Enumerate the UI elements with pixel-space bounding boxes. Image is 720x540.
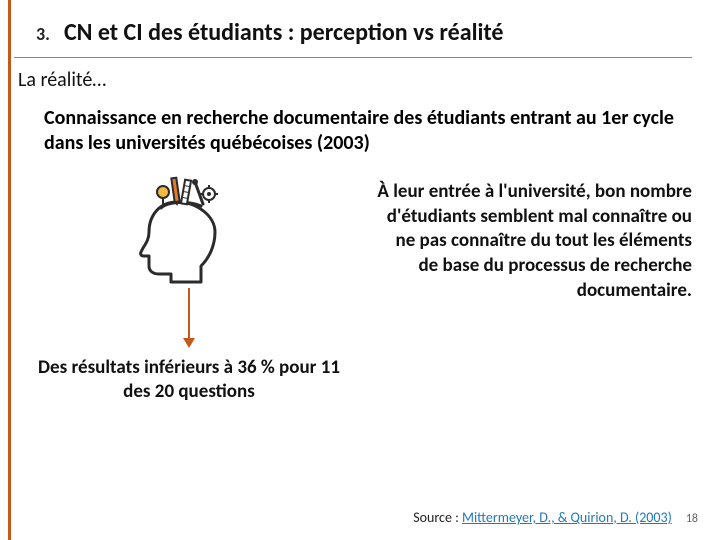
result-text: Des résultats inférieurs à 36 % pour 11 …	[24, 356, 354, 404]
title-row: 3. CN et CI des étudiants : perception v…	[14, 18, 692, 47]
footer: Source : Mittermeyer, D., & Quirion, D. …	[0, 509, 698, 526]
list-number: 3.	[36, 23, 50, 45]
source-link[interactable]: Mittermeyer, D., & Quirion, D. (2003)	[462, 509, 672, 526]
left-column: Des résultats inférieurs à 36 % pour 11 …	[24, 174, 354, 404]
page-number: 18	[686, 512, 698, 526]
lead-text: Connaissance en recherche documentaire d…	[14, 106, 692, 156]
content-row: Des résultats inférieurs à 36 % pour 11 …	[14, 174, 692, 404]
subtitle: La réalité…	[14, 68, 692, 92]
divider	[14, 57, 692, 58]
right-column: À leur entrée à l'université, bon nombre…	[372, 174, 692, 303]
source: Source : Mittermeyer, D., & Quirion, D. …	[413, 509, 672, 526]
head-tools-icon	[129, 174, 249, 284]
slide: 3. CN et CI des étudiants : perception v…	[0, 0, 720, 540]
source-label: Source :	[413, 509, 462, 526]
slide-title: CN et CI des étudiants : perception vs r…	[64, 18, 504, 47]
quote-text: À leur entrée à l'université, bon nombre…	[372, 180, 692, 303]
down-arrow-icon	[185, 288, 193, 348]
left-accent-rule	[8, 0, 11, 540]
